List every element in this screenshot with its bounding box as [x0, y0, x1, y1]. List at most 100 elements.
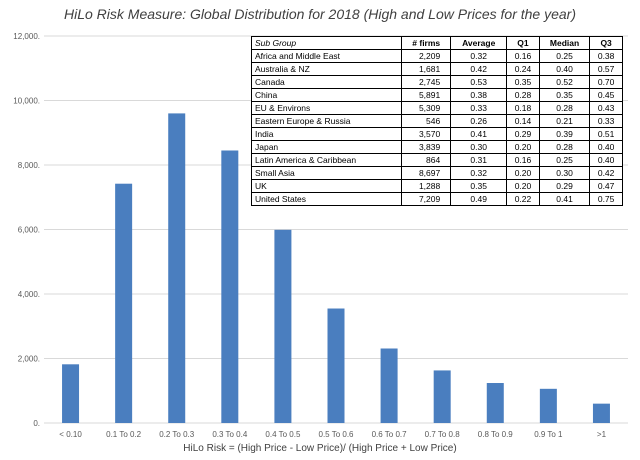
table-cell: 1,288: [401, 179, 452, 193]
x-tick-label: 0.2 To 0.3: [159, 430, 195, 439]
table-header-cell: Q1: [506, 36, 540, 50]
table-cell: 8,697: [401, 166, 452, 180]
table-cell: 0.45: [589, 88, 623, 102]
bar: [539, 388, 557, 423]
table-cell: China: [250, 88, 403, 102]
table-cell: 0.35: [538, 88, 591, 102]
table-cell: 546: [401, 114, 452, 128]
table-cell: 0.22: [506, 192, 540, 206]
table-cell: 0.41: [538, 192, 591, 206]
table-header-cell: Median: [538, 36, 591, 50]
table-header-cell: Sub Group: [250, 36, 403, 50]
x-tick-label: 0.3 To 0.4: [212, 430, 248, 439]
bar: [592, 403, 610, 423]
x-tick-label: 0.5 To 0.6: [319, 430, 355, 439]
bar: [380, 348, 398, 423]
table-cell: 0.16: [506, 153, 540, 167]
table-cell: Africa and Middle East: [250, 49, 403, 63]
table-cell: UK: [250, 179, 403, 193]
table-body: Africa and Middle East 2,209 0.32 0.16 0.25 0…: [250, 49, 623, 206]
table-cell: 0.25: [538, 49, 591, 63]
bar: [433, 370, 451, 423]
x-tick-label: 0.7 To 0.8: [425, 430, 461, 439]
bar: [221, 150, 239, 424]
chart-title: HiLo Risk Measure: Global Distribution f…: [63, 6, 576, 22]
table-cell: 0.32: [450, 49, 508, 63]
table-row: Eastern Europe & Russia 546 0.26 0.14 0.21 0.…: [250, 114, 623, 128]
table-cell: 0.70: [589, 75, 623, 89]
table-row: Small Asia 8,697 0.32 0.20 0.30 0.42: [250, 166, 623, 180]
table-cell: 3,570: [401, 127, 452, 141]
table-cell: 0.29: [538, 179, 591, 193]
table-cell: 0.51: [589, 127, 623, 141]
y-tick-label: 2,000.: [18, 355, 40, 364]
table-cell: 0.42: [589, 166, 623, 180]
table-cell: 2,745: [401, 75, 452, 89]
y-tick-label: 0.: [33, 419, 40, 428]
table-cell: 7,209: [401, 192, 452, 206]
x-tick-label: 0.8 To 0.9: [478, 430, 514, 439]
table-cell: 0.28: [506, 88, 540, 102]
table-cell: 0.30: [538, 166, 591, 180]
table-cell: 0.57: [589, 62, 623, 76]
table-cell: 0.28: [538, 140, 591, 154]
bar: [62, 364, 80, 423]
x-tick-label: 0.6 To 0.7: [372, 430, 408, 439]
x-tick-label: 0.9 To 1: [534, 430, 563, 439]
table-cell: 0.32: [450, 166, 508, 180]
table-cell: 0.14: [506, 114, 540, 128]
y-axis-tick-labels: 0. 2,000. 4,000. 6,000. 8,000. 10,000. 12,000.: [13, 32, 40, 428]
table-cell: 0.40: [589, 153, 623, 167]
table-cell: Australia & NZ: [250, 62, 403, 76]
y-tick-label: 6,000.: [18, 226, 40, 235]
table-cell: 0.38: [450, 88, 508, 102]
table-cell: 0.33: [589, 114, 623, 128]
table-header-cell: # firms: [401, 36, 452, 50]
x-tick-label: < 0.10: [59, 430, 82, 439]
y-tick-label: 12,000.: [13, 32, 40, 41]
table-row: UK 1,288 0.35 0.20 0.29 0.47: [250, 179, 623, 193]
table-header-row: Sub Group # firms Average Q1 Median Q3: [250, 36, 623, 50]
table-cell: 0.52: [538, 75, 591, 89]
table-cell: 0.49: [450, 192, 508, 206]
table-cell: 0.39: [538, 127, 591, 141]
table-cell: 2,209: [401, 49, 452, 63]
x-tick-label: 0.4 To 0.5: [265, 430, 301, 439]
table-row: United States 7,209 0.49 0.22 0.41 0.75: [250, 192, 623, 206]
table-cell: 0.20: [506, 179, 540, 193]
subgroup-stats-table: Sub Group # firms Average Q1 Median Q3 Africa…: [250, 36, 623, 206]
table-cell: 0.16: [506, 49, 540, 63]
x-tick-label: >1: [597, 430, 607, 439]
table-cell: 0.31: [450, 153, 508, 167]
table-cell: Japan: [250, 140, 403, 154]
table-row: China 5,891 0.38 0.28 0.35 0.45: [250, 88, 623, 102]
table-row: Japan 3,839 0.30 0.20 0.28 0.40: [250, 140, 623, 154]
y-tick-label: 8,000.: [18, 161, 40, 170]
table-row: Africa and Middle East 2,209 0.32 0.16 0.25 0…: [250, 49, 623, 63]
table-cell: 0.40: [589, 140, 623, 154]
bar: [115, 183, 133, 423]
table-cell: 0.18: [506, 101, 540, 115]
y-tick-label: 4,000.: [18, 290, 40, 299]
bar: [486, 383, 504, 423]
table-cell: 5,891: [401, 88, 452, 102]
table-cell: 0.33: [450, 101, 508, 115]
table-cell: 0.53: [450, 75, 508, 89]
table-cell: Latin America & Caribbean: [250, 153, 403, 167]
table-cell: Eastern Europe & Russia: [250, 114, 403, 128]
table-cell: 0.21: [538, 114, 591, 128]
table-row: Australia & NZ 1,681 0.42 0.24 0.40 0.57: [250, 62, 623, 76]
bars: [62, 113, 610, 424]
bar: [274, 229, 292, 423]
table-cell: 0.47: [589, 179, 623, 193]
table-cell: 0.42: [450, 62, 508, 76]
table-cell: 0.26: [450, 114, 508, 128]
table-cell: 0.25: [538, 153, 591, 167]
table-row: EU & Environs 5,309 0.33 0.18 0.28 0.43: [250, 101, 623, 115]
table-cell: 0.41: [450, 127, 508, 141]
table-header-cell: Q3: [589, 36, 623, 50]
table-cell: United States: [250, 192, 403, 206]
table-cell: 0.43: [589, 101, 623, 115]
bar: [327, 308, 345, 423]
